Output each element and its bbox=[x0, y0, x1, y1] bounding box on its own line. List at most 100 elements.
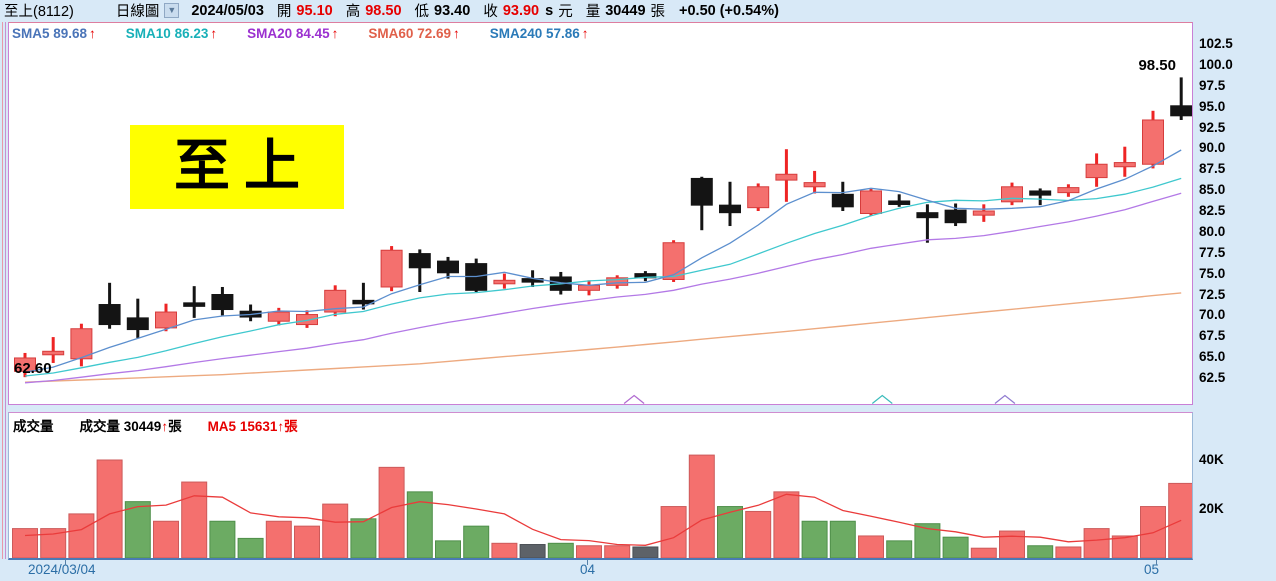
high-price-annotation: 98.50 bbox=[1138, 57, 1176, 74]
sma-legend-text: SMA20 84.45 bbox=[247, 26, 330, 41]
price-axis-label: 72.5 bbox=[1199, 286, 1226, 302]
candle-up bbox=[380, 249, 403, 288]
close-label: 收 bbox=[483, 4, 498, 20]
time-axis-tick bbox=[587, 559, 588, 565]
volume-bar-up bbox=[1140, 506, 1166, 558]
candle-up bbox=[1113, 162, 1136, 168]
volume-bar-down bbox=[237, 537, 264, 558]
candle-down bbox=[1170, 105, 1192, 117]
volume-bar-up bbox=[153, 520, 179, 558]
candle-down bbox=[408, 253, 431, 269]
volume-bar-down bbox=[547, 542, 574, 558]
volume-bar-down bbox=[209, 520, 236, 558]
candle-up bbox=[747, 186, 770, 209]
candle-down bbox=[831, 193, 854, 208]
quote-date: 2024/05/03 bbox=[191, 2, 264, 19]
candle-down bbox=[888, 200, 911, 205]
candle-up bbox=[662, 242, 685, 280]
volume-bar-down bbox=[350, 518, 377, 558]
candle-wick bbox=[1179, 77, 1183, 120]
price-axis-label: 97.5 bbox=[1199, 77, 1226, 93]
sma-legend-text: SMA5 89.68 bbox=[12, 26, 88, 41]
chart-type-label: 日線圖 bbox=[115, 4, 160, 20]
candle-up bbox=[296, 314, 318, 326]
event-marker-icon bbox=[994, 394, 1016, 404]
price-change: +0.50 (+0.54%) bbox=[679, 2, 779, 19]
time-axis-label: 05 bbox=[1144, 562, 1160, 577]
sma-legend-item: SMA20 84.45 ↑ bbox=[247, 26, 338, 41]
price-axis-label: 75.0 bbox=[1199, 265, 1226, 281]
sma-legend-item: SMA10 86.23 ↑ bbox=[126, 26, 217, 41]
volume-bar-down bbox=[942, 536, 969, 558]
candle-wick bbox=[361, 282, 365, 310]
price-axis-label: 62.5 bbox=[1199, 370, 1226, 385]
candle-wick bbox=[925, 204, 929, 243]
price-axis-label: 85.0 bbox=[1199, 182, 1226, 198]
volume-ma5-value: 15631 bbox=[239, 419, 278, 434]
low-label: 低 bbox=[414, 4, 430, 20]
up-arrow-icon: ↑ bbox=[210, 26, 218, 41]
symbol-name: 至上(8112) bbox=[4, 4, 74, 20]
volume-today-label: 成交量 bbox=[79, 419, 121, 434]
volume-bar-up bbox=[181, 481, 208, 558]
volume-bar-up bbox=[576, 545, 602, 558]
volume-bar-down bbox=[886, 540, 913, 558]
close-value: 93.90 bbox=[502, 2, 540, 19]
candle-wick bbox=[728, 181, 732, 227]
volume-bar-up bbox=[12, 528, 38, 558]
volume-bar-up bbox=[1111, 535, 1138, 558]
candle-up bbox=[14, 357, 36, 372]
volume-bar-up bbox=[491, 542, 518, 558]
sma-legend-item: SMA5 89.68 ↑ bbox=[12, 26, 96, 41]
left-edge-stripe-violet bbox=[5, 22, 6, 559]
left-edge-stripe-pink bbox=[2, 22, 3, 559]
volume-bar-down bbox=[801, 520, 828, 558]
price-axis-label: 102.5 bbox=[1199, 36, 1233, 51]
sma-legend-text: SMA10 86.23 bbox=[125, 26, 209, 41]
price-chart-canvas[interactable] bbox=[9, 23, 1192, 404]
volume-bar-up bbox=[773, 491, 800, 558]
candle-down bbox=[98, 304, 121, 326]
session-flag: s bbox=[545, 2, 554, 19]
price-axis-label: 92.5 bbox=[1199, 119, 1226, 135]
price-axis-label: 90.0 bbox=[1199, 140, 1226, 156]
volume-bar-up bbox=[999, 530, 1025, 558]
time-axis-tick bbox=[65, 559, 66, 565]
volume-bar-down bbox=[435, 540, 461, 558]
volume-pane: 成交量 成交量 30449↑張 MA5 15631↑張 bbox=[8, 412, 1193, 560]
volume-bar-up bbox=[688, 454, 715, 558]
sma-legend-item: SMA60 72.69 ↑ bbox=[368, 26, 459, 41]
volume-bar-up bbox=[970, 547, 997, 558]
candle-up bbox=[493, 279, 516, 285]
candle-down bbox=[944, 209, 967, 224]
volume-bar-up bbox=[1083, 528, 1110, 558]
volume-header: 成交量 成交量 30449↑張 MA5 15631↑張 bbox=[13, 415, 298, 435]
up-arrow-icon: ↑ bbox=[89, 26, 96, 41]
volume-bar-down bbox=[463, 525, 490, 558]
event-marker-icon bbox=[871, 394, 893, 404]
price-axis-label: 82.5 bbox=[1199, 203, 1226, 218]
volume-bar-up bbox=[604, 545, 631, 558]
candle-up bbox=[1085, 163, 1108, 179]
price-axis-label: 100.0 bbox=[1199, 56, 1233, 72]
sma-legend-text: SMA60 72.69 bbox=[368, 26, 451, 41]
chevron-down-icon[interactable]: ▼ bbox=[164, 3, 180, 18]
volume-ma5-label: MA5 bbox=[207, 419, 237, 434]
candle-wick bbox=[51, 337, 55, 363]
candle-down bbox=[183, 302, 206, 307]
volume-bar-up bbox=[858, 535, 884, 558]
candle-down bbox=[1029, 190, 1052, 196]
candle-down bbox=[437, 260, 459, 274]
price-axis-label: 95.0 bbox=[1199, 98, 1226, 114]
volume-axis-label: 20K bbox=[1199, 501, 1224, 516]
volume-unit: 張 bbox=[650, 4, 666, 20]
candle-up bbox=[803, 182, 826, 188]
volume-label: 量 bbox=[585, 4, 601, 20]
up-arrow-icon: ↑ bbox=[452, 26, 460, 41]
candle-down bbox=[719, 204, 741, 214]
sma-legend-text: SMA240 57.86 bbox=[489, 26, 580, 41]
price-axis-label: 70.0 bbox=[1199, 307, 1226, 323]
price-axis-label: 87.5 bbox=[1199, 161, 1226, 177]
price-axis-label: 67.5 bbox=[1199, 328, 1226, 344]
volume-ma5-unit: 張 bbox=[284, 419, 298, 434]
